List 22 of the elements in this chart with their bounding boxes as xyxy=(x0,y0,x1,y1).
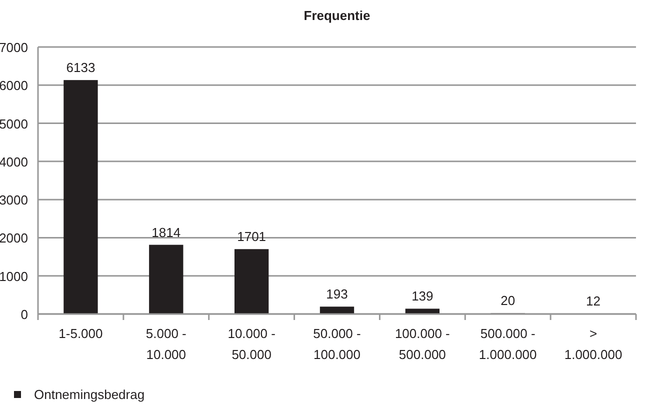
legend-label: Ontnemingsbedrag xyxy=(34,387,145,402)
x-tick-label: 5.000 - 10.000 xyxy=(146,326,186,362)
y-tick-label: 2000 xyxy=(0,230,28,246)
data-label: 12 xyxy=(586,294,601,309)
data-label: 6133 xyxy=(66,60,96,76)
x-tick-label: 1-5.000 xyxy=(58,326,103,341)
y-tick-label: 5000 xyxy=(0,116,28,132)
data-label: 139 xyxy=(412,288,434,304)
y-tick-label: 0 xyxy=(20,307,28,322)
x-tick-label: 10.000 - 50.000 xyxy=(228,326,276,362)
x-tick-label: 100.000 - 500.000 xyxy=(394,326,450,362)
data-label: 193 xyxy=(326,286,348,302)
data-label: 1701 xyxy=(237,229,266,244)
y-tick-label: 7000 xyxy=(0,40,28,55)
x-tick-label: 500.000 - 1.000.000 xyxy=(478,326,537,362)
x-tick-label: 50.000 - 100.000 xyxy=(313,326,361,362)
data-label: 20 xyxy=(500,293,516,308)
x-tick-label: > 1.000.000 xyxy=(564,326,622,362)
data-label: 1814 xyxy=(152,224,181,240)
y-tick-label: 1000 xyxy=(0,268,28,284)
chart-title: Frequentie xyxy=(304,8,370,23)
y-tick-label: 6000 xyxy=(0,78,28,94)
